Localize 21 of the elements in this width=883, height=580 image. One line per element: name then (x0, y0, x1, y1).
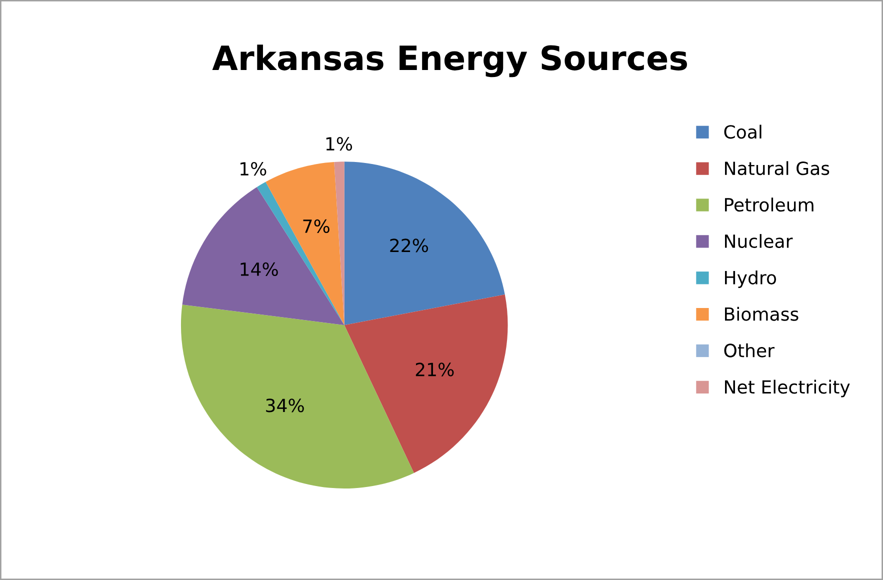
pie-slice (344, 162, 505, 326)
legend-label: Natural Gas (725, 161, 830, 176)
legend-label: Net Electricity (725, 380, 850, 398)
data-label: 22% (390, 238, 428, 252)
legend-label: Nuclear (725, 234, 793, 248)
pie-slice (344, 294, 508, 473)
chart-title: Arkansas Energy Sources (212, 44, 687, 78)
data-label: 21% (416, 362, 454, 376)
data-label: 14% (240, 262, 278, 276)
legend-label: Other (724, 343, 775, 358)
pie-slice (182, 187, 344, 326)
legend-label: Hydro (725, 270, 776, 288)
pie-slice (180, 304, 414, 488)
data-label: 1% (240, 162, 266, 176)
data-label: 1% (326, 137, 352, 151)
legend-label: Coal (724, 124, 762, 139)
legend-label: Biomass (725, 306, 798, 321)
pie-slice (334, 162, 344, 326)
data-label: 34% (266, 398, 304, 412)
legend-label: Petroleum (725, 198, 814, 212)
data-label: 7% (303, 219, 330, 234)
